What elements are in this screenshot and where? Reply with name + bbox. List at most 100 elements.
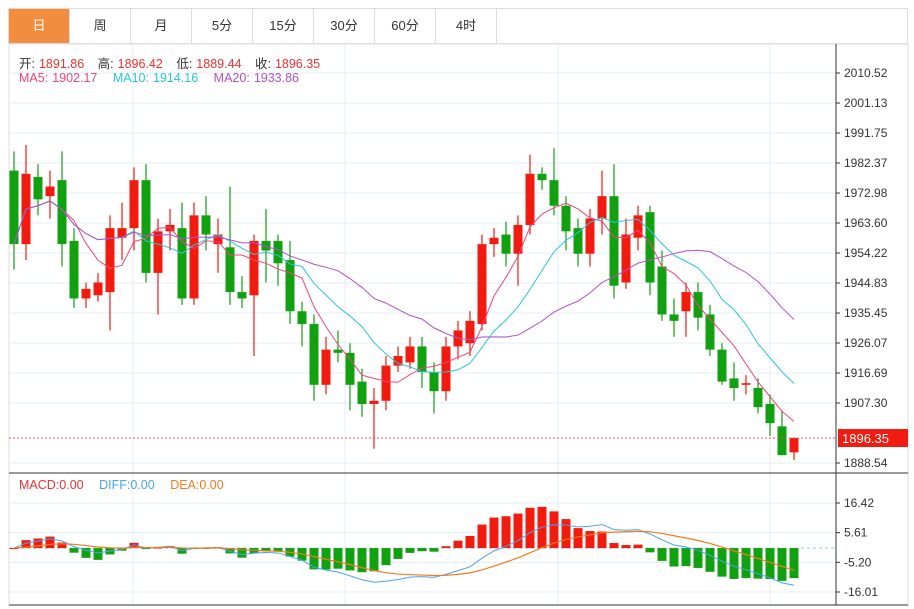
current-price-badge bbox=[838, 429, 908, 448]
macd-bar bbox=[345, 548, 355, 571]
tab-month[interactable]: 月 bbox=[131, 9, 192, 43]
tab-week[interactable]: 周 bbox=[70, 9, 131, 43]
candle-body bbox=[189, 215, 199, 299]
macd-bar bbox=[141, 548, 151, 550]
macd-bar bbox=[225, 548, 235, 554]
macd-bar bbox=[453, 540, 463, 549]
candle-body bbox=[237, 292, 247, 299]
macd-bar bbox=[705, 548, 715, 572]
macd-bar bbox=[549, 511, 559, 549]
candle-body bbox=[297, 311, 307, 325]
price-tick-label: 1991.75 bbox=[844, 126, 888, 140]
macd-bar bbox=[405, 548, 415, 553]
macd-bar bbox=[261, 548, 271, 552]
candle-body bbox=[321, 349, 331, 385]
tab-15min[interactable]: 15分 bbox=[253, 9, 314, 43]
candle-body bbox=[261, 240, 271, 251]
macd-bar bbox=[501, 516, 511, 549]
candle-body bbox=[93, 282, 103, 296]
macd-bar bbox=[753, 548, 763, 579]
macd-label: MACD: bbox=[19, 478, 60, 492]
candle-body bbox=[789, 438, 799, 453]
candle-body bbox=[573, 228, 583, 254]
macd-tick-label: 16.42 bbox=[844, 496, 874, 510]
candle-body bbox=[537, 173, 547, 181]
price-tick-label: 1916.69 bbox=[844, 366, 888, 380]
macd-legend: MACD:0.00 DIFF:0.00 DEA:0.00 bbox=[19, 478, 228, 492]
candle-body bbox=[117, 228, 127, 238]
open-value: 1891.86 bbox=[38, 57, 85, 71]
candle-body bbox=[585, 218, 595, 254]
candle-body bbox=[129, 180, 139, 229]
macd-bar bbox=[45, 536, 55, 549]
tab-4hour[interactable]: 4时 bbox=[436, 9, 497, 43]
ohlc-legend: 开: 1891.86 高: 1896.42 低: 1889.44 收: 1896.35 bbox=[19, 53, 324, 72]
candle-body bbox=[777, 426, 787, 456]
macd-bar bbox=[741, 548, 751, 579]
candle-body bbox=[69, 240, 79, 299]
candle-body bbox=[477, 244, 487, 325]
macd-bar bbox=[129, 542, 139, 549]
macd-value: 0.00 bbox=[59, 478, 84, 492]
low-label: 低: bbox=[176, 57, 193, 71]
candle-body bbox=[681, 292, 691, 312]
ma10-line bbox=[13, 200, 795, 384]
candle-body bbox=[717, 349, 727, 382]
macd-bar bbox=[9, 548, 19, 550]
macd-bar bbox=[597, 531, 607, 549]
macd-bar bbox=[513, 513, 523, 549]
candle-body bbox=[525, 173, 535, 225]
candle-body bbox=[741, 383, 751, 385]
candle-body bbox=[705, 314, 715, 350]
candle-body bbox=[657, 266, 667, 315]
candle-body bbox=[417, 346, 427, 373]
candle-body bbox=[141, 180, 151, 273]
candle-body bbox=[45, 186, 55, 197]
tab-day[interactable]: 日 bbox=[9, 9, 70, 43]
tab-30min[interactable]: 30分 bbox=[314, 9, 375, 43]
candle-body bbox=[489, 237, 499, 245]
dea-label: DEA: bbox=[170, 478, 200, 492]
candle-body bbox=[177, 228, 187, 299]
candle-body bbox=[669, 314, 679, 321]
candle-body bbox=[753, 387, 763, 408]
ma10-label: MA10: bbox=[112, 71, 149, 85]
candle-body bbox=[513, 224, 523, 254]
candle-body bbox=[153, 231, 163, 273]
price-tick-label: 1907.30 bbox=[844, 396, 888, 410]
candle-body bbox=[285, 260, 295, 312]
candle-body bbox=[381, 365, 391, 401]
current-price-label: 1896.35 bbox=[842, 431, 889, 446]
candle-body bbox=[249, 240, 259, 296]
macd-bar bbox=[93, 548, 103, 560]
macd-bar bbox=[417, 548, 427, 552]
candle-body bbox=[9, 170, 19, 245]
candle-body bbox=[501, 234, 511, 254]
price-tick-label: 2001.13 bbox=[844, 96, 888, 110]
candle-body bbox=[621, 234, 631, 283]
tab-60min[interactable]: 60分 bbox=[375, 9, 436, 43]
candle-body bbox=[105, 228, 115, 293]
price-tick-label: 1982.37 bbox=[844, 156, 888, 170]
macd-tick-label: -5.20 bbox=[844, 555, 872, 569]
macd-bar bbox=[57, 542, 67, 549]
candle-body bbox=[393, 356, 403, 366]
ma10-value: 1914.16 bbox=[153, 71, 199, 85]
candle-body bbox=[765, 403, 775, 424]
macd-bar bbox=[465, 535, 475, 549]
macd-bar bbox=[357, 548, 367, 573]
macd-tick-label: 5.61 bbox=[844, 526, 868, 540]
price-tick-label: 1972.98 bbox=[844, 186, 888, 200]
dea-line bbox=[13, 530, 795, 577]
candle-body bbox=[405, 346, 415, 363]
candle-body bbox=[81, 288, 91, 299]
macd-bar bbox=[33, 538, 43, 549]
candle-body bbox=[201, 215, 211, 235]
candle-body bbox=[33, 176, 43, 200]
macd-bar bbox=[633, 544, 643, 549]
low-value: 1889.44 bbox=[196, 57, 242, 71]
tab-5min[interactable]: 5分 bbox=[192, 9, 253, 43]
high-label: 高: bbox=[97, 57, 114, 71]
